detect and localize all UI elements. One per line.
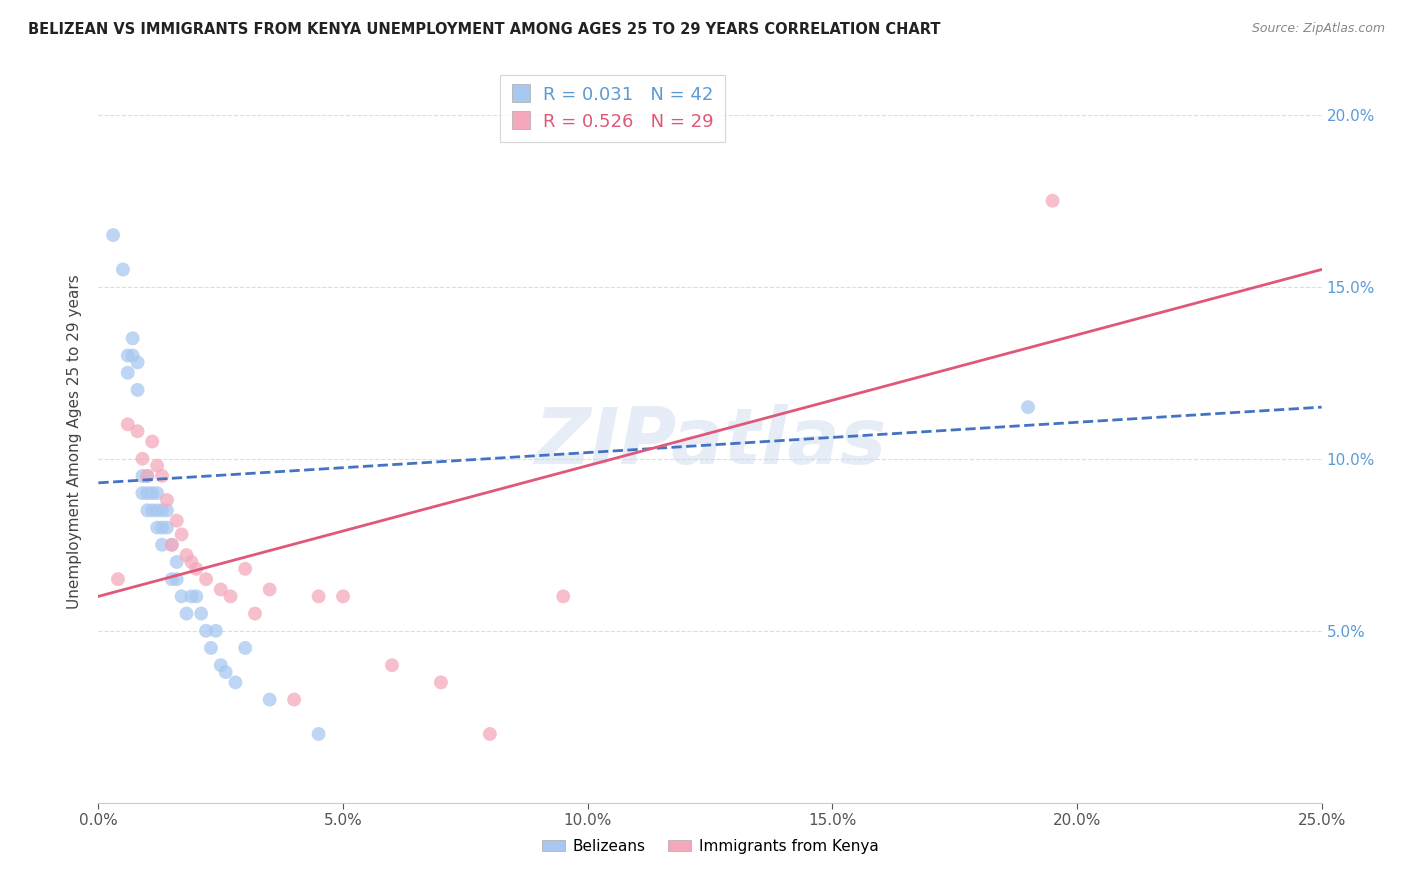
Point <box>176 607 198 621</box>
Point <box>160 538 183 552</box>
Y-axis label: Unemployment Among Ages 25 to 29 years: Unemployment Among Ages 25 to 29 years <box>67 274 83 609</box>
Point <box>156 503 179 517</box>
Point <box>205 624 228 638</box>
Legend: Belizeans, Immigrants from Kenya: Belizeans, Immigrants from Kenya <box>536 833 884 860</box>
Point <box>150 538 173 552</box>
Point <box>166 572 188 586</box>
Point <box>224 675 246 690</box>
Point <box>131 469 153 483</box>
Point <box>117 417 139 432</box>
Point <box>146 486 169 500</box>
Point <box>146 520 169 534</box>
Point <box>156 520 179 534</box>
Point <box>136 486 159 500</box>
Point <box>160 538 183 552</box>
Point <box>233 640 256 655</box>
Point <box>146 458 169 473</box>
Point <box>259 692 281 706</box>
Point <box>219 590 242 604</box>
Point <box>150 503 173 517</box>
Point <box>156 493 179 508</box>
Point <box>141 434 163 449</box>
Point <box>136 503 159 517</box>
Text: ZIPatlas: ZIPatlas <box>534 403 886 480</box>
Point <box>1017 400 1039 414</box>
Point <box>170 527 193 541</box>
Point <box>166 514 188 528</box>
Point <box>478 727 501 741</box>
Point <box>283 692 305 706</box>
Point <box>127 355 149 369</box>
Point <box>111 262 134 277</box>
Point <box>209 582 232 597</box>
Point <box>146 503 169 517</box>
Point <box>176 548 198 562</box>
Point <box>233 562 256 576</box>
Point <box>186 562 208 576</box>
Point <box>150 520 173 534</box>
Point <box>195 572 218 586</box>
Point <box>121 349 143 363</box>
Point <box>136 469 159 483</box>
Point <box>101 228 124 243</box>
Point <box>553 590 575 604</box>
Point <box>117 349 139 363</box>
Point <box>166 555 188 569</box>
Point <box>200 640 222 655</box>
Point <box>430 675 453 690</box>
Text: Source: ZipAtlas.com: Source: ZipAtlas.com <box>1251 22 1385 36</box>
Text: BELIZEAN VS IMMIGRANTS FROM KENYA UNEMPLOYMENT AMONG AGES 25 TO 29 YEARS CORRELA: BELIZEAN VS IMMIGRANTS FROM KENYA UNEMPL… <box>28 22 941 37</box>
Point <box>190 607 212 621</box>
Point <box>381 658 404 673</box>
Point <box>1042 194 1064 208</box>
Point <box>131 451 153 466</box>
Point <box>308 590 330 604</box>
Point <box>332 590 354 604</box>
Point <box>141 503 163 517</box>
Point <box>170 590 193 604</box>
Point <box>150 469 173 483</box>
Point <box>107 572 129 586</box>
Point <box>209 658 232 673</box>
Point <box>195 624 218 638</box>
Point <box>243 607 266 621</box>
Point <box>214 665 236 679</box>
Point <box>136 469 159 483</box>
Point <box>180 590 202 604</box>
Point <box>180 555 202 569</box>
Point <box>127 424 149 438</box>
Point <box>131 486 153 500</box>
Point <box>121 331 143 345</box>
Point <box>141 486 163 500</box>
Point <box>117 366 139 380</box>
Point <box>127 383 149 397</box>
Point <box>308 727 330 741</box>
Point <box>160 572 183 586</box>
Point <box>259 582 281 597</box>
Point <box>186 590 208 604</box>
